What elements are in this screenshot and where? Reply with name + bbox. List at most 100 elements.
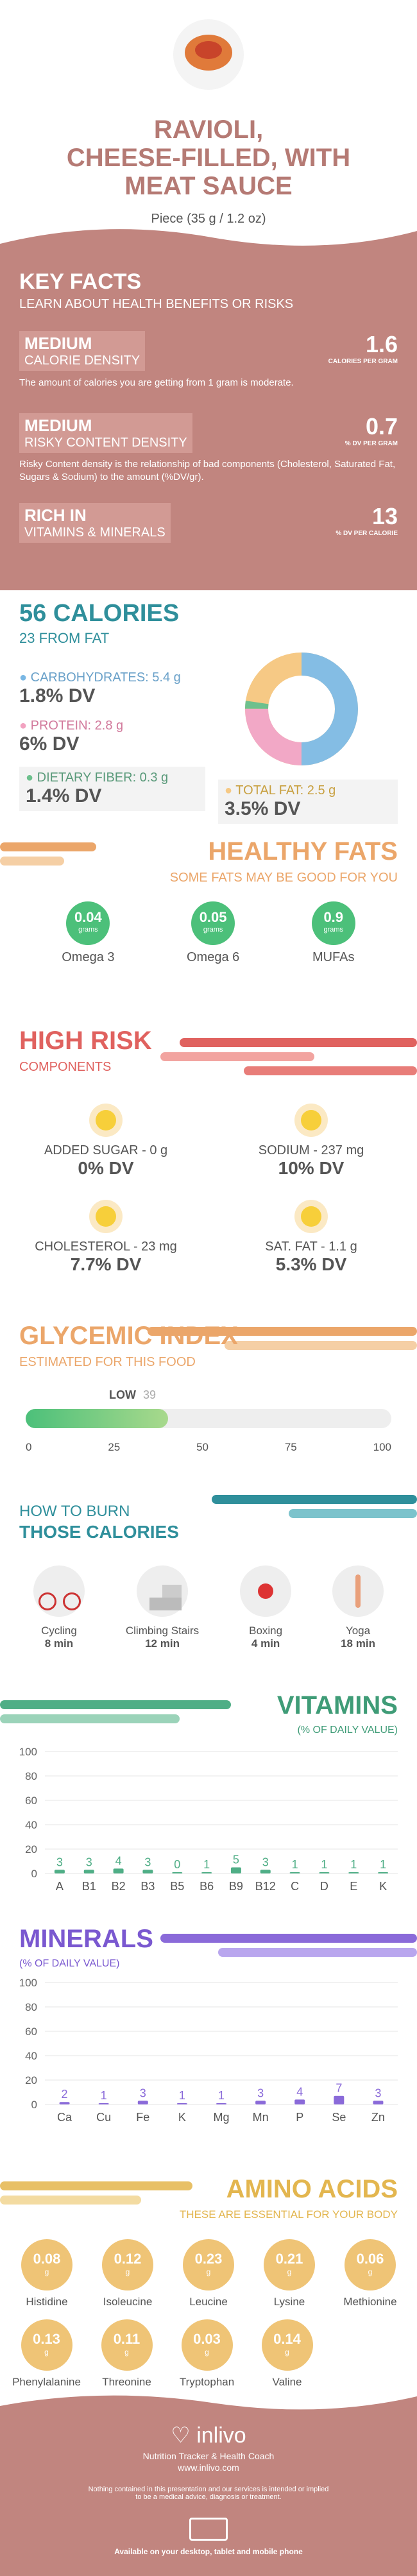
bar-Se <box>334 2095 345 2104</box>
brand-logo: ♡ inlivo <box>0 2423 417 2448</box>
wave-divider <box>0 229 417 257</box>
yoga-icon <box>332 1565 384 1617</box>
bar-D <box>319 1872 330 1873</box>
burn-section: HOW TO BURN THOSE CALORIES Cycling 8 min … <box>0 1488 417 1681</box>
bar-Cu <box>98 2103 109 2104</box>
glycemic-readout: LOW 39 <box>109 1388 157 1401</box>
smile-icon <box>89 1200 123 1233</box>
smile-icon <box>294 1104 328 1137</box>
glycemic-section: GLYCEMIC INDEX ESTIMATED FOR THIS FOOD L… <box>0 1322 417 1476</box>
macro-donut-chart <box>245 653 358 765</box>
heart-icon: ♡ <box>171 2423 191 2448</box>
high-risk-subtitle: COMPONENTS <box>19 1060 112 1074</box>
data-label: 3 <box>86 1855 92 1868</box>
footer: ♡ inlivo Nutrition Tracker & Health Coac… <box>0 2418 417 2576</box>
risky-density-badge: MEDIUM <box>24 416 92 435</box>
amino-title: AMINO ACIDS <box>226 2175 398 2203</box>
bar-Ca <box>59 2102 70 2104</box>
key-facts-subtitle: LEARN ABOUT HEALTH BENEFITS OR RISKS <box>19 297 294 311</box>
protein-dv: 6% DV <box>19 733 80 755</box>
high-risk-title: HIGH RISK <box>19 1027 152 1055</box>
burn-boxing: Boxing 4 min <box>240 1565 292 1650</box>
brand-name: inlivo <box>196 2423 246 2448</box>
burn-yoga: Yoga 18 min <box>332 1565 384 1650</box>
vitamins-title: VITAMINS <box>277 1691 398 1719</box>
page-title: RAVIOLI, CHEESE-FILLED, WITH MEAT SAUCE <box>66 115 351 200</box>
calorie-density-value: 1.6 <box>365 331 398 357</box>
y-tick-label: 60 <box>25 2026 37 2038</box>
bar-C <box>289 1872 300 1873</box>
x-tick-label: D <box>320 1880 328 1893</box>
footer-tagline: Nutrition Tracker & Health Coach <box>142 2451 275 2461</box>
risk-sodium: SODIUM - 237 mg 10% DV <box>225 1104 398 1179</box>
carbs-item: ● CARBOHYDRATES: 5.4 g 1.8% DV <box>19 670 205 707</box>
glycemic-subtitle: ESTIMATED FOR THIS FOOD <box>19 1355 196 1369</box>
y-tick-label: 40 <box>25 2050 37 2062</box>
vitamins-section: VITAMINS (% OF DAILY VALUE) 100 80 60 40 20 0… <box>0 1687 417 1912</box>
calories-section: 56 CALORIES 23 FROM FAT ● CARBOHYDRATES:… <box>0 600 417 831</box>
serving-size: Piece (35 g / 1.2 oz) <box>151 212 266 226</box>
bar-K <box>176 2103 187 2104</box>
risky-density-unit: % DV PER GRAM <box>345 440 398 447</box>
high-risk-section: HIGH RISK COMPONENTS ADDED SUGAR - 0 g 0%… <box>0 1027 417 1283</box>
burn-title-2: THOSE CALORIES <box>19 1522 179 1542</box>
minerals-subtitle: (% OF DAILY VALUE) <box>19 1958 120 1969</box>
x-tick-label: Zn <box>371 2111 385 2124</box>
fiber-label: DIETARY FIBER: 0.3 g <box>37 771 169 785</box>
footer-url[interactable]: www.inlivo.com <box>178 2462 239 2473</box>
x-tick-label: B2 <box>112 1880 126 1893</box>
burn-stairs: Climbing Stairs 12 min <box>126 1565 199 1650</box>
data-label: 3 <box>140 2086 146 2099</box>
y-tick-label: 20 <box>25 2074 37 2086</box>
bar-B5 <box>172 1872 183 1873</box>
amino-phenylalanine: 0.13 g Phenylalanine <box>6 2319 87 2389</box>
rich-in-value: 13 <box>371 503 398 529</box>
x-tick-label: B9 <box>229 1880 243 1893</box>
x-tick-label: P <box>296 2111 303 2124</box>
y-tick-label: 100 <box>19 1977 37 1989</box>
data-label: 3 <box>375 2086 381 2099</box>
risk-satfat: SAT. FAT - 1.1 g 5.3% DV <box>225 1200 398 1275</box>
bar-B9 <box>230 1867 241 1873</box>
vitamins-chart: 100 80 60 40 20 0 3 A 3 B1 4 B2 3 B3 0 B5 1 B6 5 B9 3 B12 1 C 1 D… <box>19 1746 398 1893</box>
protein-item: ● PROTEIN: 2.8 g 6% DV <box>19 719 205 755</box>
x-tick-label: B1 <box>82 1880 96 1893</box>
data-label: 1 <box>380 1858 386 1871</box>
x-tick-label: Ca <box>57 2111 72 2124</box>
burn-title-1: HOW TO BURN <box>19 1503 130 1520</box>
bar-B12 <box>260 1870 271 1873</box>
healthy-fats-title: HEALTHY FATS <box>208 837 398 866</box>
amino-methionine: 0.06 g Methionine <box>332 2239 409 2308</box>
data-label: 3 <box>262 1855 269 1868</box>
y-tick-label: 20 <box>25 1843 37 1855</box>
bar-B1 <box>83 1870 94 1873</box>
x-tick-label: Fe <box>136 2111 149 2124</box>
bar-Fe <box>137 2101 148 2104</box>
carbs-label: CARBOHYDRATES: 5.4 g <box>30 670 181 685</box>
risky-density-label: RISKY CONTENT DENSITY <box>24 436 187 450</box>
amino-histidine: 0.08 g Histidine <box>8 2239 85 2308</box>
bar-K <box>378 1872 389 1873</box>
bar-E <box>348 1872 359 1873</box>
data-label: 1 <box>292 1858 298 1871</box>
amino-lysine: 0.21 g Lysine <box>251 2239 328 2308</box>
footer-wave <box>0 2395 417 2419</box>
rich-in-block: RICH IN VITAMINS & MINERALS 13 % DV PER … <box>19 503 398 554</box>
burn-list: Cycling 8 min Climbing Stairs 12 min Boxin… <box>0 1565 417 1650</box>
x-tick-label: E <box>350 1880 357 1893</box>
x-tick-label: A <box>56 1880 64 1893</box>
amino-leucine: 0.23 g Leucine <box>170 2239 247 2308</box>
dish-image <box>173 19 244 90</box>
bar-Mg <box>216 2103 226 2104</box>
rich-in-badge: RICH IN <box>24 506 87 525</box>
fiber-dv: 1.4% DV <box>26 785 102 806</box>
y-tick-label: 40 <box>25 1819 37 1831</box>
amino-section: AMINO ACIDS THESE ARE ESSENTIAL FOR YOUR… <box>0 2175 417 2393</box>
footer-disclaimer-1: Nothing contained in this presentation a… <box>88 2486 329 2493</box>
calorie-density-unit: CALORIES PER GRAM <box>328 358 398 365</box>
footer-available: Available on your desktop, tablet and mo… <box>114 2547 303 2556</box>
data-label: 4 <box>115 1854 122 1867</box>
amino-threonine: 0.11 g Threonine <box>87 2319 167 2389</box>
fat-mufas: 0.9 grams MUFAs <box>311 901 355 965</box>
x-tick-label: B6 <box>200 1880 214 1893</box>
